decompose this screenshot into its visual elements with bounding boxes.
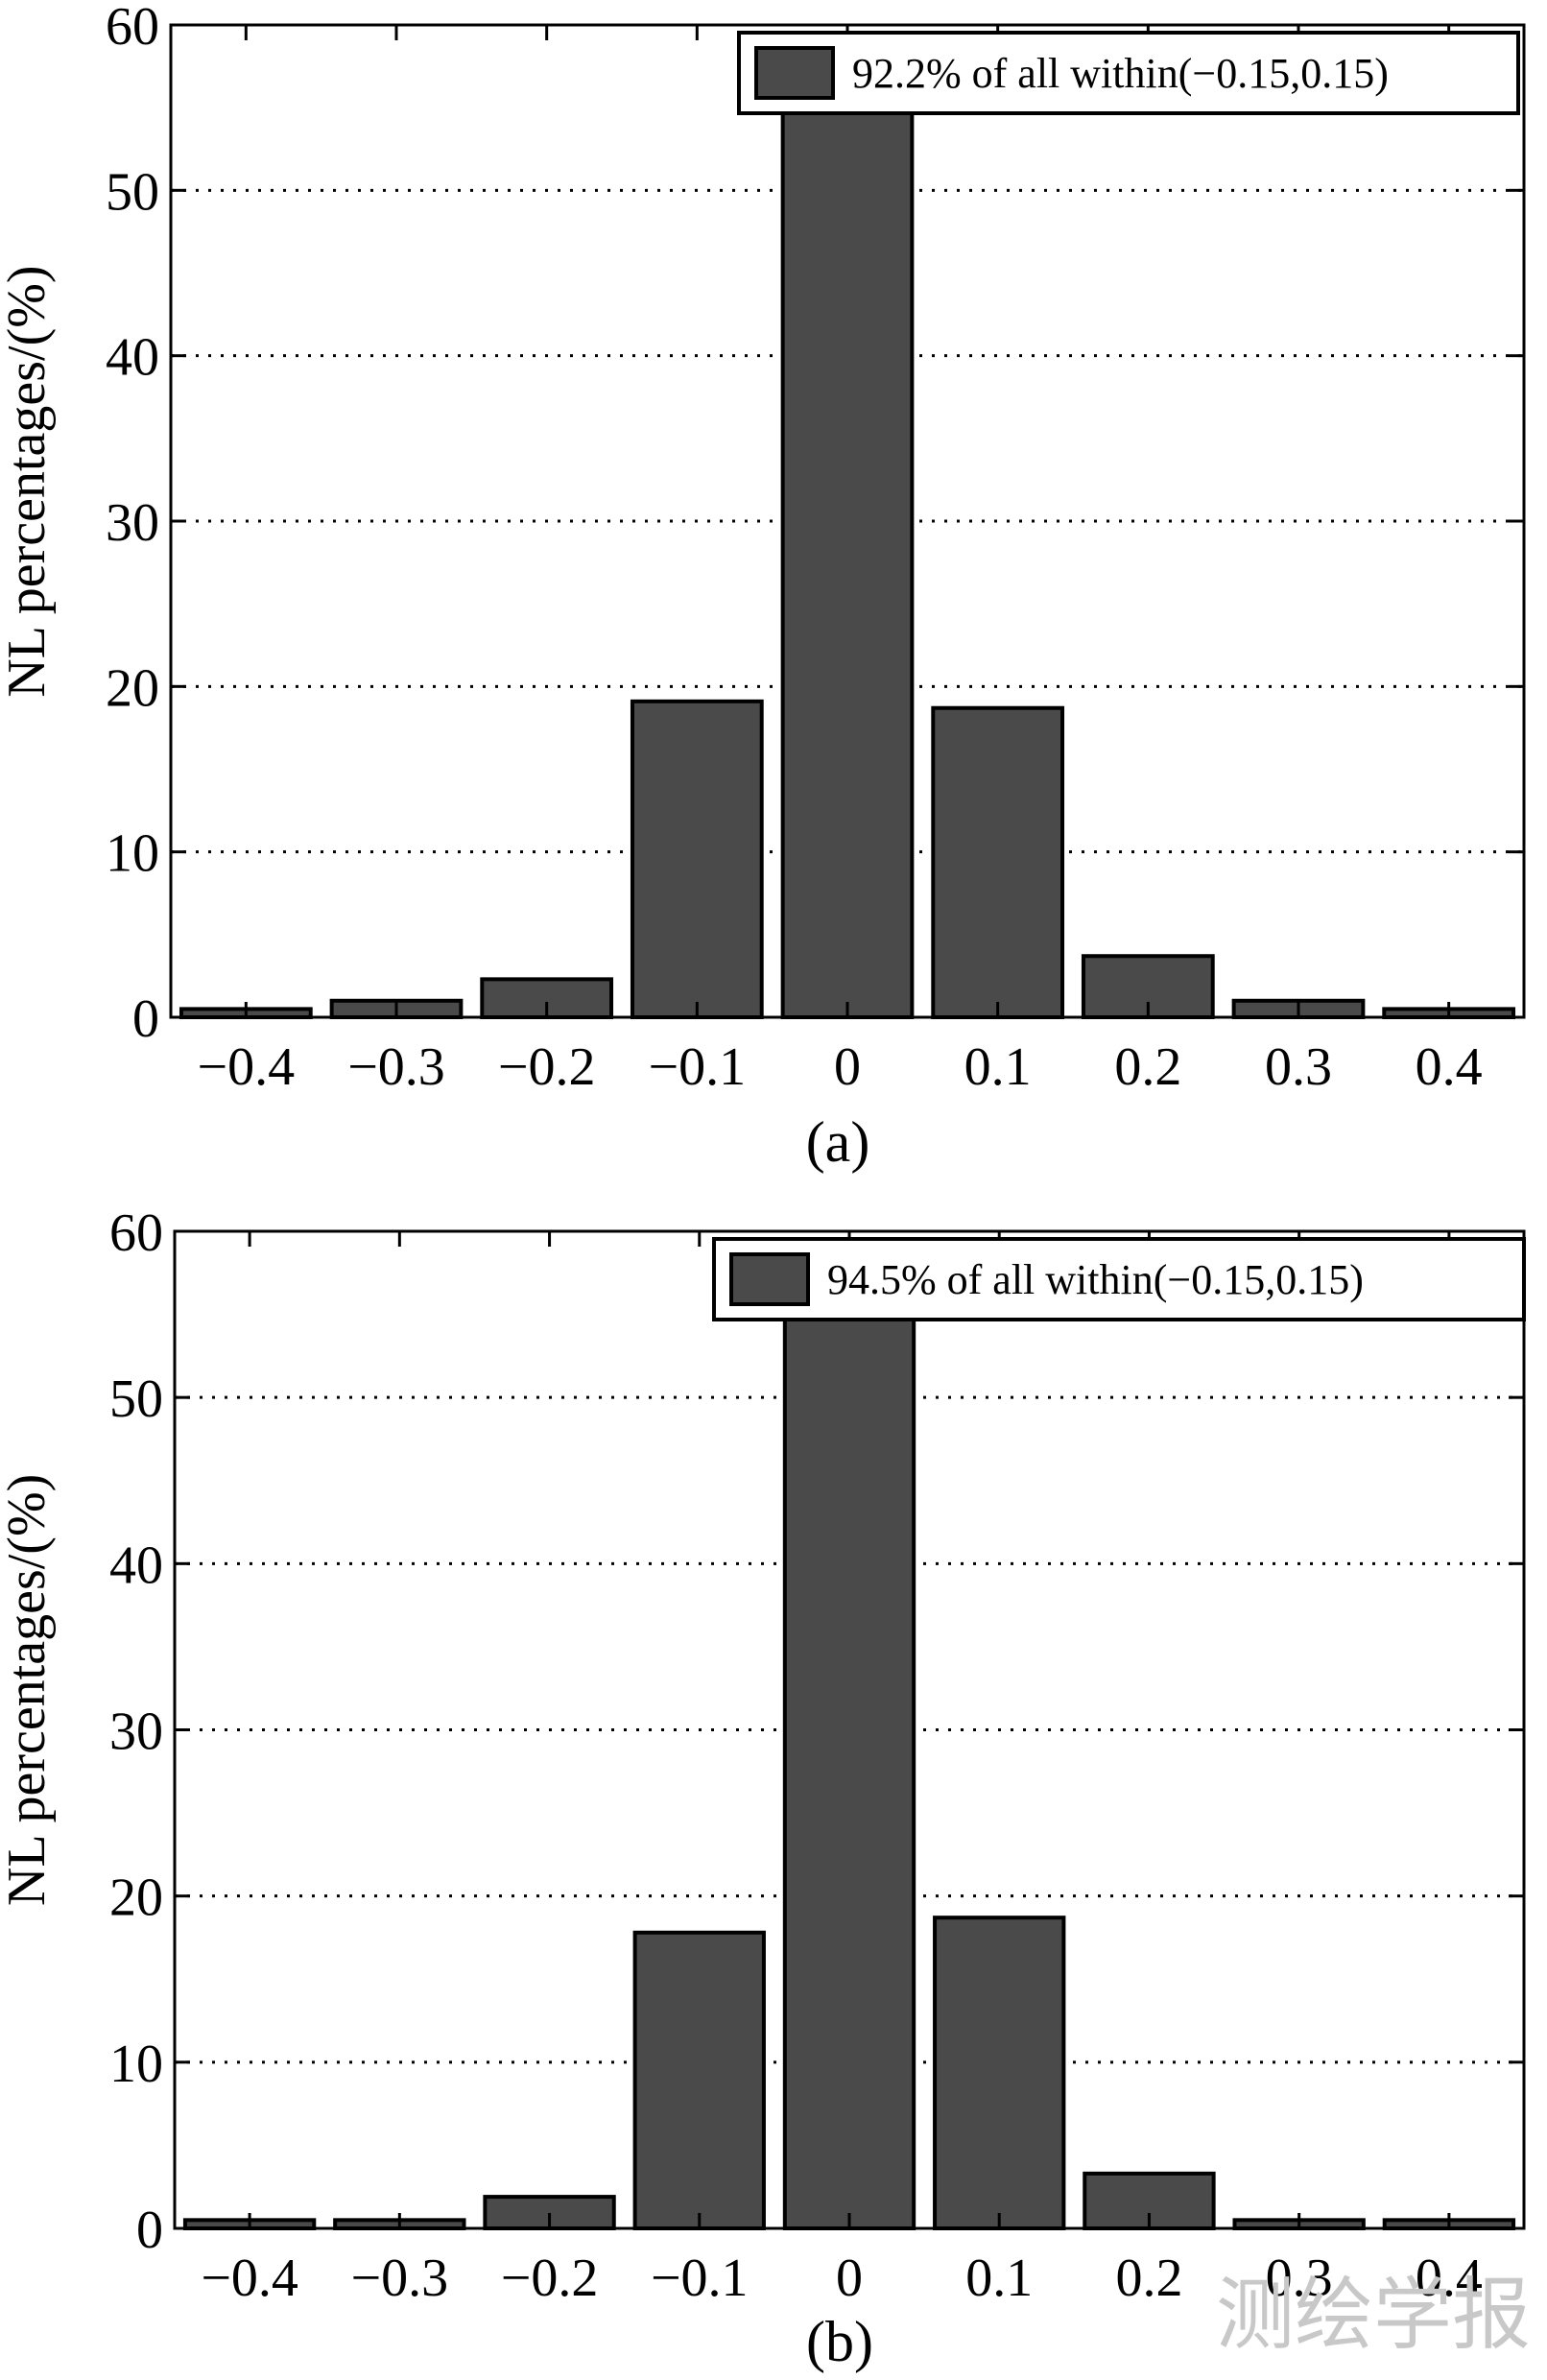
legend-label: 94.5% of all within(−0.15,0.15) xyxy=(827,1256,1364,1303)
panel-b: 0 10 20 30 40 50 60 −0.4 −0.3 −0.2 −0.1 0 0.1 0.2 0.3 0… xyxy=(0,1203,1526,2373)
bar xyxy=(931,705,1065,1020)
x-tick-label: −0.4 xyxy=(201,2249,298,2308)
x-tick-label: −0.1 xyxy=(649,1037,747,1097)
y-tick-label: 50 xyxy=(106,162,159,222)
y-tick-label: 10 xyxy=(109,2035,163,2094)
bar xyxy=(630,699,764,1019)
y-tick-label: 20 xyxy=(109,1868,163,1928)
y-tick-label: 0 xyxy=(132,989,159,1049)
panel-a: 0 10 20 30 40 50 60 −0.4 −0.3 −0.2 −0.1 0 0.1 0.2 0.3 0… xyxy=(0,0,1526,1174)
bar xyxy=(782,1312,916,2231)
legend-swatch xyxy=(729,1252,810,1306)
x-tick-label: 0.1 xyxy=(964,1037,1032,1097)
legend-swatch xyxy=(754,46,835,100)
legend-label: 92.2% of all within(−0.15,0.15) xyxy=(852,50,1389,97)
bar xyxy=(632,1930,766,2230)
x-tick-label: 0.4 xyxy=(1416,2249,1483,2308)
x-tick-label: 0.3 xyxy=(1266,2249,1333,2308)
panel-caption: (a) xyxy=(806,1110,870,1174)
x-tick-label: 0.3 xyxy=(1265,1037,1332,1097)
legend-box xyxy=(712,1237,1526,1321)
x-tick-label: −0.3 xyxy=(351,2249,449,2308)
y-axis-title: NL percentages/(%) xyxy=(0,1474,57,1906)
y-tick-label: 60 xyxy=(106,0,159,57)
y-axis-title: NL percentages/(%) xyxy=(0,265,57,697)
x-tick-label: −0.1 xyxy=(651,2249,749,2308)
y-tick-label: 30 xyxy=(106,493,159,553)
x-tick-label: −0.4 xyxy=(198,1037,296,1097)
y-tick-label: 10 xyxy=(106,824,159,884)
y-tick-label: 60 xyxy=(109,1203,163,1263)
y-tick-label: 40 xyxy=(106,328,159,388)
x-tick-label: −0.2 xyxy=(501,2249,599,2308)
x-tick-label: 0.2 xyxy=(1114,1037,1181,1097)
bar xyxy=(780,106,915,1019)
panel-caption: (b) xyxy=(806,2310,873,2373)
bar xyxy=(933,1916,1066,2230)
y-tick-label: 0 xyxy=(136,2201,163,2260)
y-tick-label: 20 xyxy=(106,658,159,718)
x-tick-label: −0.3 xyxy=(347,1037,445,1097)
y-tick-label: 40 xyxy=(109,1535,163,1595)
x-tick-label: 0 xyxy=(834,1037,861,1097)
y-tick-label: 50 xyxy=(109,1369,163,1429)
x-tick-label: 0.1 xyxy=(965,2249,1033,2308)
x-tick-label: 0.4 xyxy=(1416,1037,1483,1097)
x-tick-label: −0.2 xyxy=(498,1037,596,1097)
legend-box xyxy=(737,31,1520,115)
x-tick-label: 0.2 xyxy=(1115,2249,1182,2308)
y-tick-label: 30 xyxy=(109,1702,163,1762)
x-tick-label: 0 xyxy=(836,2249,863,2308)
watermark-text: 测绘学报 xyxy=(1216,2270,1531,2361)
